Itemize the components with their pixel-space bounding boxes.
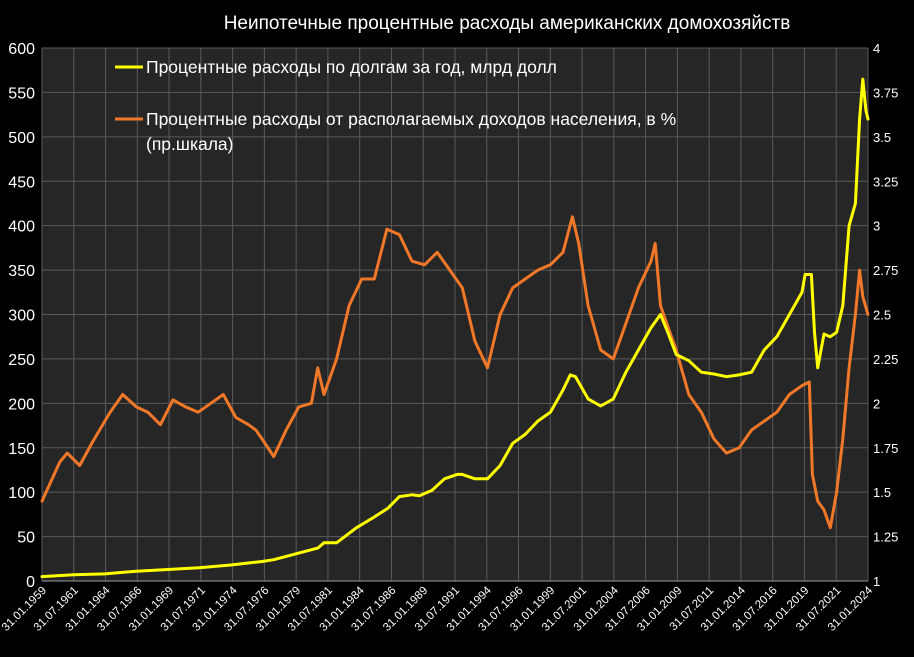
chart-title: Неипотечные процентные расходы американс…	[224, 13, 791, 34]
y-right-tick-label: 4	[873, 41, 880, 56]
legend-line-2: (пр.шкала)	[146, 134, 233, 154]
y-right-tick-label: 2	[873, 396, 880, 411]
y-right-tick-label: 1	[873, 574, 880, 589]
y-left-tick-label: 400	[8, 219, 35, 236]
y-left-tick-label: 600	[8, 41, 35, 58]
y-right-tick-label: 3.5	[873, 130, 891, 145]
y-left-tick-label: 500	[8, 130, 35, 147]
y-left-tick-label: 450	[8, 174, 35, 191]
y-right-tick-label: 2.75	[873, 263, 898, 278]
y-left-tick-label: 0	[26, 574, 35, 591]
y-left-tick-label: 300	[8, 308, 35, 325]
y-left-tick-label: 50	[17, 530, 35, 547]
y-right-tick-label: 1.75	[873, 441, 898, 456]
y-right-tick-label: 2.25	[873, 352, 898, 367]
legend-entry-label: Процентные расходы по долгам за год, млр…	[146, 57, 557, 77]
series-line	[40, 77, 870, 579]
y-left-tick-label: 200	[8, 396, 35, 413]
legend-entry-label: Процентные расходы от располагаемых дохо…	[146, 109, 676, 154]
y-left-tick-label: 350	[8, 263, 35, 280]
y-left-tick-label: 150	[8, 441, 35, 458]
y-left-tick-label: 100	[8, 485, 35, 502]
y-right-tick-label: 1.25	[873, 530, 898, 545]
legend-line-1: Процентные расходы от располагаемых дохо…	[146, 109, 676, 129]
y-right-tick-label: 3.25	[873, 174, 898, 189]
y-right-tick-label: 2.5	[873, 308, 891, 323]
y-left-tick-label: 250	[8, 352, 35, 369]
y-right-tick-label: 1.5	[873, 485, 891, 500]
series-line	[40, 215, 870, 530]
y-right-tick-label: 3.75	[873, 85, 898, 100]
y-left-tick-label: 550	[8, 85, 35, 102]
y-right-tick-label: 3	[873, 219, 880, 234]
